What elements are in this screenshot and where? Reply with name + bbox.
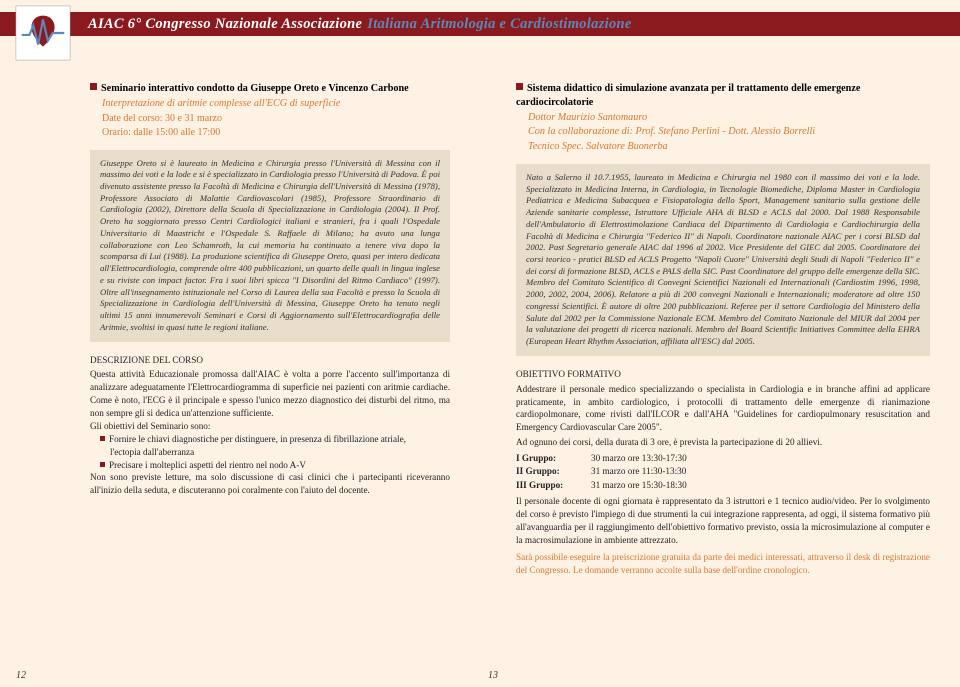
aiac-logo — [14, 4, 72, 62]
right-author: Dottor Maurizio Santomauro — [516, 111, 930, 125]
left-bio: Giuseppe Oreto si è laureato in Medicina… — [90, 150, 450, 342]
right-objective: OBIETTIVO FORMATIVO Addestrare il person… — [516, 368, 930, 547]
header-bar: AIAC 6° Congresso Nazionale Associazione… — [0, 12, 960, 36]
left-subtitle: Interpretazione di aritmie complesse all… — [90, 97, 450, 111]
page-right: Sistema didattico di simulazione avanzat… — [480, 82, 960, 687]
header-blue: Italiana Aritmologia e Cardiostimolazion… — [367, 16, 631, 33]
bullet-icon — [100, 462, 105, 467]
groups-table: I Gruppo:30 marzo ore 13:30-17:30 II Gru… — [516, 452, 930, 492]
page-number-right: 13 — [488, 670, 498, 681]
bullet-icon — [100, 436, 105, 441]
bullet-icon — [516, 83, 523, 90]
bullet-icon — [90, 83, 97, 90]
header-white: AIAC 6° Congresso Nazionale Associazione — [88, 16, 362, 33]
left-title: Seminario interattivo condotto da Giusep… — [90, 82, 450, 96]
left-time: Orario: dalle 15:00 alle 17:00 — [90, 126, 450, 140]
obj-heading: OBIETTIVO FORMATIVO — [516, 368, 930, 381]
left-description: DESCRIZIONE DEL CORSO Questa attività Ed… — [90, 354, 450, 498]
right-bio: Nato a Salerno il 10.7.1955, laureato in… — [516, 164, 930, 356]
page-number-left: 12 — [16, 670, 26, 681]
left-date: Date del corso: 30 e 31 marzo — [90, 112, 450, 126]
right-tech: Tecnico Spec. Salvatore Buonerba — [516, 140, 930, 154]
desc-heading: DESCRIZIONE DEL CORSO — [90, 354, 450, 367]
right-collab: Con la collaborazione di: Prof. Stefano … — [516, 125, 930, 139]
right-title: Sistema didattico di simulazione avanzat… — [516, 82, 930, 110]
page-left: Seminario interattivo condotto da Giusep… — [0, 82, 480, 687]
right-closing: Sarà possibile eseguire la preiscrizione… — [516, 551, 930, 577]
